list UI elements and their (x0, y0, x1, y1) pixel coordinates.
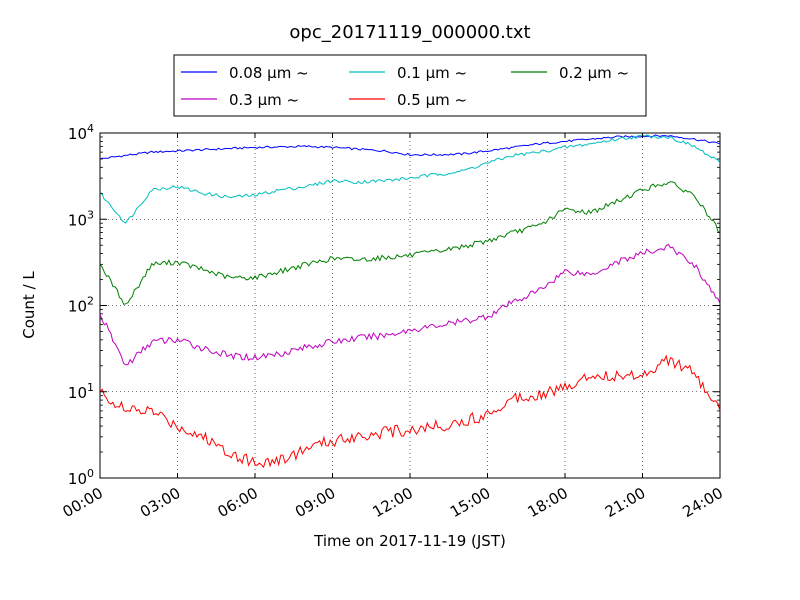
series-line (99, 243, 721, 366)
legend-label: 0.2 μm ~ (559, 64, 629, 82)
y-axis-label: Count / L (20, 271, 38, 339)
legend-label: 0.1 μm ~ (397, 64, 467, 82)
series-layer (99, 134, 721, 469)
series-line (99, 181, 721, 305)
legend-entries: 0.08 μm ~ 0.1 μm ~ 0.2 μm ~ 0.3 μm ~ 0.5 μm … (181, 64, 629, 109)
ticks (99, 132, 721, 479)
y-tick-label: 103 (68, 208, 94, 229)
x-axis-label: Time on 2017-11-19 (JST) (313, 532, 506, 550)
legend-label: 0.3 μm ~ (229, 91, 299, 109)
series-line (99, 134, 721, 160)
y-tick-label: 104 (68, 122, 94, 143)
chart-title: opc_20171119_000000.txt (289, 22, 530, 43)
grid (100, 133, 720, 478)
legend-box (173, 54, 647, 117)
y-tick-label: 102 (68, 295, 94, 316)
legend-label: 0.5 μm ~ (397, 91, 467, 109)
y-tick-labels: 100 101 102 103 104 (68, 122, 94, 488)
y-tick-label: 100 (68, 467, 94, 488)
legend: 0.08 μm ~ 0.1 μm ~ 0.2 μm ~ 0.3 μm ~ 0.5 μm … (173, 54, 647, 117)
series-line (99, 134, 721, 224)
legend-label: 0.08 μm ~ (229, 64, 309, 82)
series-line (99, 354, 721, 469)
y-tick-label: 101 (68, 381, 94, 402)
